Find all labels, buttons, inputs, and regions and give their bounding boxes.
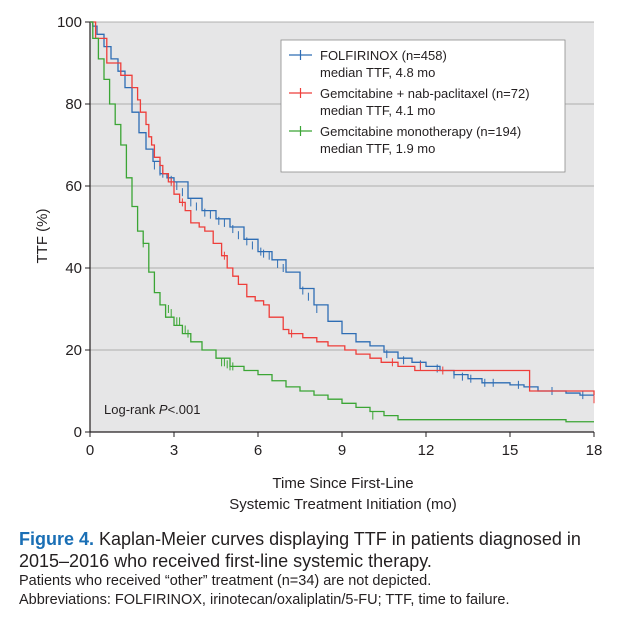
legend-label: FOLFIRINOX (n=458) (320, 48, 447, 63)
x-tick-label: 0 (86, 442, 94, 459)
km-chart: 0 20 40 60 80 100 0 3 6 9 12 15 18 TTF (%) Time Sinc… (34, 14, 602, 513)
caption-note-1: Patients who received “other” treatment … (19, 573, 432, 589)
x-tick-label: 3 (170, 442, 178, 459)
legend-label: Gemcitabine + nab-paclitaxel (n=72) (320, 86, 530, 101)
series-3-line (90, 21, 594, 423)
y-tick-label: 80 (65, 96, 82, 113)
x-tick-label: 9 (338, 442, 346, 459)
x-tick-label: 15 (502, 442, 519, 459)
series-1-line (90, 21, 594, 396)
series-2 (90, 21, 595, 404)
x-axis-label-line1: Time Since First-Line (272, 475, 413, 492)
y-axis-label: TTF (%) (34, 209, 51, 264)
legend-sublabel: median TTF, 1.9 mo (320, 141, 435, 156)
caption-title: Figure 4. Kaplan-Meier curves displaying… (19, 528, 619, 572)
y-tick-label: 40 (65, 260, 82, 277)
legend-item-2: Gemcitabine + nab-paclitaxel (n=72) media… (289, 86, 530, 118)
series-3 (90, 21, 594, 423)
legend-item-1: FOLFIRINOX (n=458) median TTF, 4.8 mo (289, 48, 447, 80)
x-tick-label: 6 (254, 442, 262, 459)
y-tick-label: 0 (74, 424, 82, 441)
x-tick-label: 12 (418, 442, 435, 459)
legend-box (280, 39, 566, 173)
x-tick-label: 18 (586, 442, 603, 459)
legend-sublabel: median TTF, 4.8 mo (320, 65, 435, 80)
figure-caption: Figure 4. Kaplan-Meier curves displaying… (19, 528, 619, 610)
legend-sublabel: median TTF, 4.1 mo (320, 103, 435, 118)
legend: FOLFIRINOX (n=458) median TTF, 4.8 mo Gemc… (280, 39, 566, 173)
y-tick-label: 20 (65, 342, 82, 359)
figure-text: Kaplan-Meier curves displaying TTF in pa… (19, 529, 581, 571)
figure-label: Figure 4. (19, 529, 95, 549)
logrank-value: <.001 (168, 402, 201, 417)
logrank-p: P (159, 402, 168, 417)
caption-note-2: Abbreviations: FOLFIRINOX, irinotecan/ox… (19, 592, 510, 608)
y-tick-label: 60 (65, 178, 82, 195)
y-tick-label: 100 (57, 14, 82, 31)
x-axis-label-line2: Systemic Treatment Initiation (mo) (229, 496, 457, 513)
axes: 0 20 40 60 80 100 0 3 6 9 12 15 18 (57, 14, 602, 459)
logrank-annotation: Log-rank P<.001 (104, 402, 201, 417)
series-layer (90, 21, 595, 423)
logrank-prefix: Log-rank (104, 402, 159, 417)
legend-item-3: Gemcitabine monotherapy (n=194) median TT… (289, 124, 521, 156)
legend-label: Gemcitabine monotherapy (n=194) (320, 124, 521, 139)
